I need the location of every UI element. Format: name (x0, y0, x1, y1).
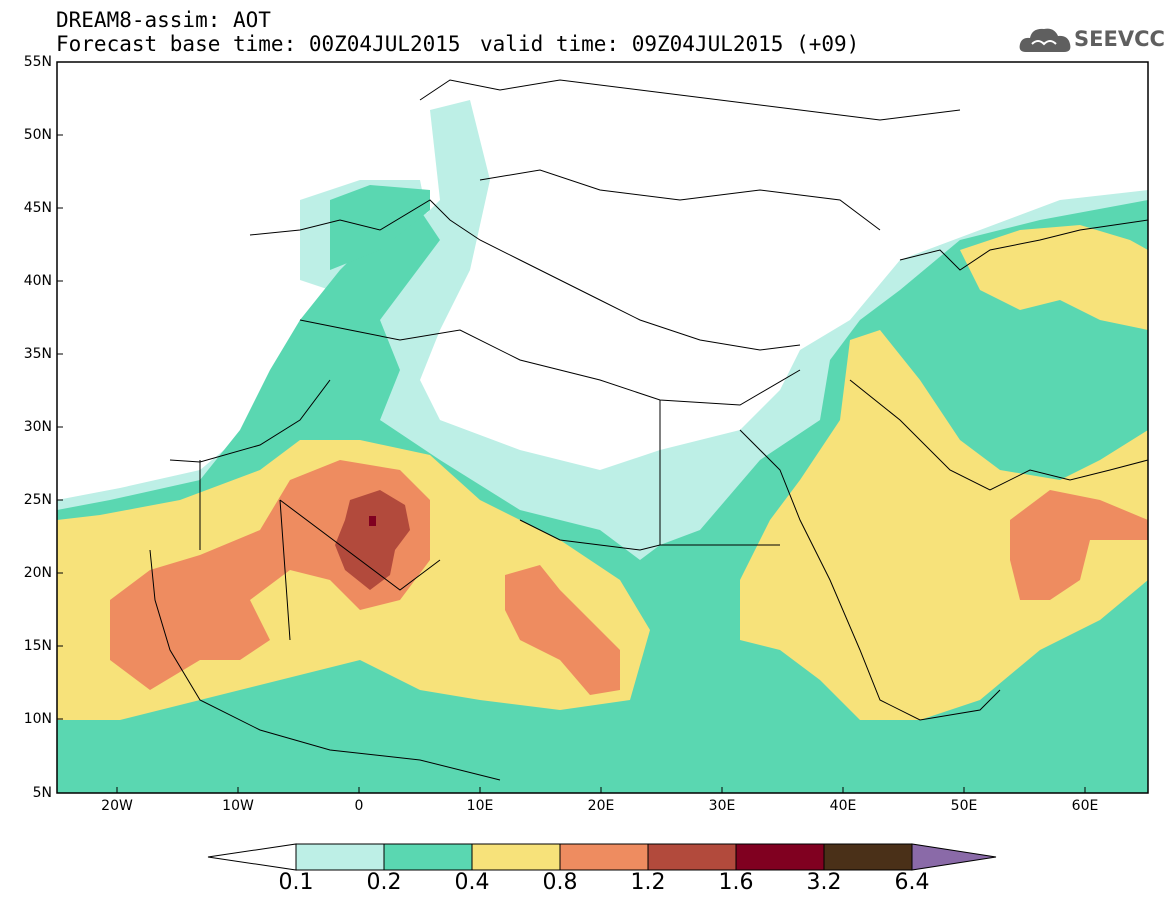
colorbar-label: 1.2 (630, 870, 666, 895)
colorbar-swatch-0.4 (471, 843, 561, 871)
lon-label: 50E (950, 798, 978, 814)
colorbar-label: 0.2 (366, 870, 402, 895)
lat-label: 10N (23, 711, 52, 727)
axis-ticks (57, 61, 1086, 793)
lon-label: 60E (1071, 798, 1099, 814)
colorbar-swatch-lt-0.1 (207, 843, 297, 871)
colorbar (207, 843, 997, 871)
coastlines (149, 79, 1148, 781)
lon-label: 10E (466, 798, 494, 814)
aot-band-0.4-arabia (740, 330, 1148, 720)
lat-label: 45N (23, 200, 52, 216)
colorbar-label: 6.4 (894, 870, 930, 895)
aot-band-0.8-chad (505, 565, 620, 695)
colorbar-label: 0.4 (454, 870, 490, 895)
aot-band-1.6 (369, 516, 376, 526)
colorbar-swatch-0.1 (295, 843, 385, 871)
lat-label: 30N (23, 419, 52, 435)
lon-label: 20W (101, 798, 133, 814)
valid-time: valid time: 09Z04JUL2015 (+09) (480, 32, 860, 56)
colorbar-label: 3.2 (806, 870, 842, 895)
map-title: DREAM8-assim: AOT (56, 8, 271, 32)
colorbar-swatch-0.2 (383, 843, 473, 871)
colorbar-label: 1.6 (718, 870, 754, 895)
lat-label: 35N (23, 346, 52, 362)
lon-label: 40E (829, 798, 857, 814)
colorbar-swatch-1.2 (647, 843, 737, 871)
lat-label: 50N (23, 127, 52, 143)
forecast-base-time: Forecast base time: 00Z04JUL2015 (56, 32, 461, 56)
colorbar-swatch-3.2 (823, 843, 913, 871)
cloud-icon (1019, 28, 1071, 52)
lon-label: 0 (354, 798, 364, 814)
lat-label: 5N (32, 785, 52, 801)
lon-label: 30E (708, 798, 736, 814)
lat-label: 20N (23, 565, 52, 581)
aot-band-0.4-caspian (960, 225, 1148, 330)
aot-band-1.2 (335, 490, 410, 590)
lat-label: 55N (23, 54, 52, 70)
aot-band-0.8-oman (1010, 490, 1148, 600)
colorbar-label: 0.1 (278, 870, 314, 895)
logo-text: SEEVCCC (1074, 27, 1165, 51)
colorbar-label: 0.8 (542, 870, 578, 895)
colorbar-swatch-1.6 (735, 843, 825, 871)
lat-label: 15N (23, 638, 52, 654)
aot-band-0.2-sw (330, 185, 430, 270)
colorbar-swatch-gt-6.4 (911, 843, 997, 871)
lat-label: 40N (23, 273, 52, 289)
lat-label: 25N (23, 492, 52, 508)
colorbar-swatch-0.8 (559, 843, 649, 871)
lon-label: 20E (587, 798, 615, 814)
lon-label: 10W (222, 798, 254, 814)
aot-contours (57, 100, 1148, 793)
